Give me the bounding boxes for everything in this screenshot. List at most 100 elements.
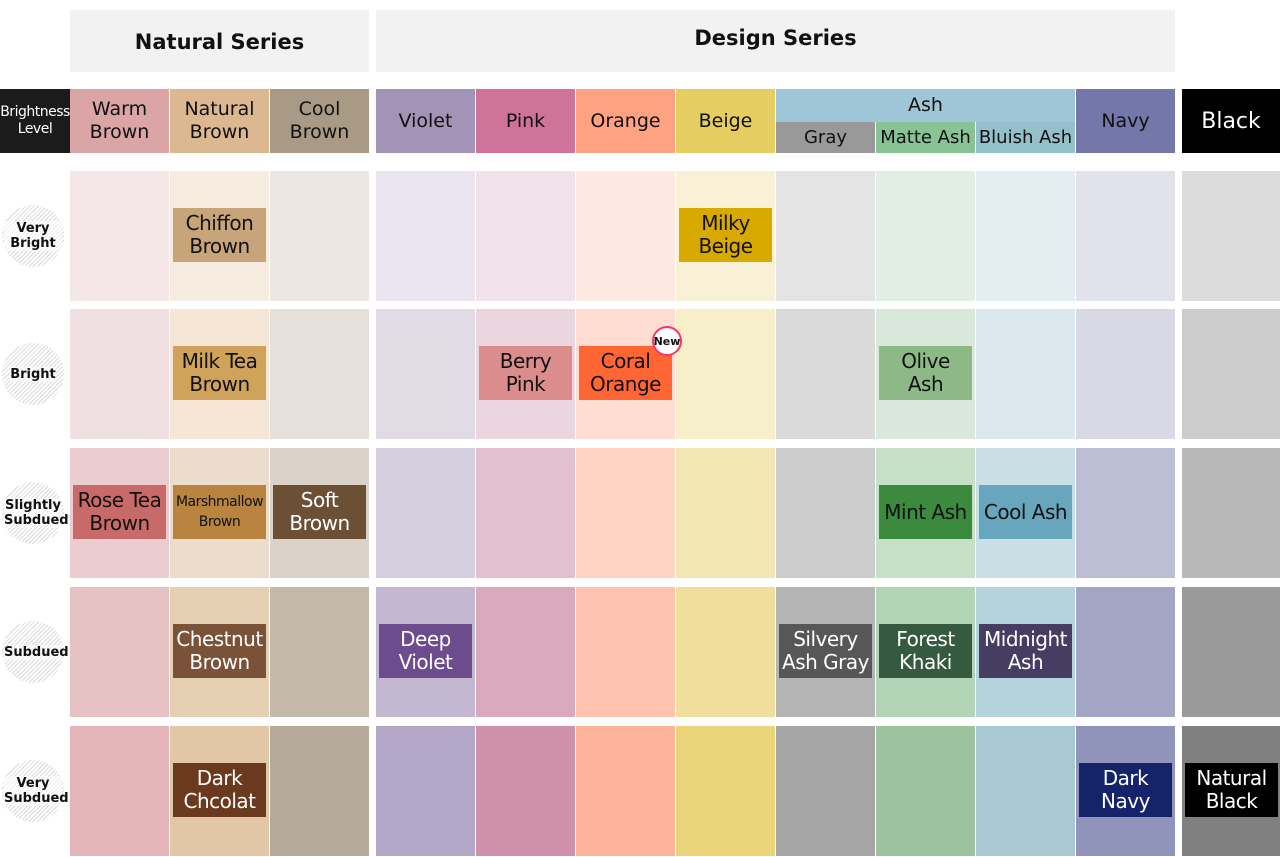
color-cell [776,171,875,301]
column-label-gray: Gray [803,126,848,148]
new-badge: New [652,326,682,356]
color-cell [676,587,775,717]
color-name: Cool Ash [983,499,1068,524]
color-cell [476,726,575,856]
design-series-header: Design Series [376,10,1175,72]
color-cell [1182,448,1280,578]
column-label-black: Black [1201,108,1261,134]
color-cell [676,309,775,439]
column-label-matte-ash: Matte Ash [880,126,971,148]
color-cell [476,587,575,717]
color-cell [1182,171,1280,301]
column-header-bluish-ash: Bluish Ash [976,122,1075,153]
column-label-orange: Orange [590,109,661,132]
color-cell [376,448,475,578]
color-name: Chiffon Brown [185,211,254,258]
color-cell [1076,309,1175,439]
ash-group-header: Ash [776,89,1075,122]
color-swatch-chip: Silvery Ash Gray [779,624,872,678]
column-header-orange: Orange [576,89,675,153]
color-cell [876,726,975,856]
color-name: Silvery Ash Gray [782,627,869,674]
column-label-pink: Pink [505,109,546,132]
column-label-natural-brown: Natural Brown [184,98,255,143]
color-cell [576,587,675,717]
color-swatch-chip: Cool Ash [979,485,1072,539]
level-label: Bright [10,366,56,382]
natural-series-header: Natural Series [70,10,369,72]
color-name: Natural Black [1196,766,1267,813]
color-name: Mint Ash [884,499,967,524]
color-cell [376,171,475,301]
color-swatch-chip: Natural Black [1185,763,1278,817]
color-cell [270,309,369,439]
level-label: Very Bright [4,221,62,251]
color-swatch-chip: Dark Chcolat [173,763,266,817]
color-swatch-chip: Rose Tea Brown [73,485,166,539]
column-label-navy: Navy [1101,109,1150,132]
column-header-warm-brown: Warm Brown [70,89,169,153]
color-swatch-chip: Milk Tea Brown [173,346,266,400]
level-label: Slightly Subdued [4,498,69,528]
color-name: Chestnut Brown [176,627,263,674]
color-cell [476,171,575,301]
brightness-level-header: Brightness Level [0,89,70,153]
color-swatch-chip: Mint Ash [879,485,972,539]
color-cell [376,726,475,856]
column-header-natural-brown: Natural Brown [170,89,269,153]
column-header-gray: Gray [776,122,875,153]
color-name: Rose Tea Brown [77,488,162,535]
column-header-cool-brown: Cool Brown [270,89,369,153]
color-cell [576,726,675,856]
color-swatch-chip: Chiffon Brown [173,208,266,262]
color-swatch-chip: Dark Navy [1079,763,1172,817]
color-cell [576,171,675,301]
column-label-warm-brown: Warm Brown [89,98,150,143]
color-name: Soft Brown [289,488,350,535]
color-swatch-chip: Marshmallow Brown [173,485,266,539]
color-name: Forest Khaki [896,627,955,674]
color-name: Dark Chcolat [183,766,256,813]
level-badge: Very Bright [2,205,64,267]
color-cell [1182,587,1280,717]
column-label-violet: Violet [398,109,453,132]
level-label: Very Subdued [4,776,69,806]
color-cell [776,309,875,439]
color-name: Milky Beige [698,211,753,258]
color-name: Berry Pink [499,349,552,396]
column-label-bluish-ash: Bluish Ash [978,126,1073,148]
color-swatch-chip: Milky Beige [679,208,772,262]
color-name: Milk Tea Brown [181,349,258,396]
color-cell [376,309,475,439]
color-name: Deep Violet [398,627,453,674]
column-header-beige: Beige [676,89,775,153]
new-badge-label: New [653,334,681,348]
color-cell [1076,448,1175,578]
color-cell [976,309,1075,439]
column-header-black: Black [1182,89,1280,153]
color-cell [1076,171,1175,301]
color-cell [776,448,875,578]
color-cell [876,171,975,301]
column-label-beige: Beige [698,109,753,132]
color-swatch-chip: Chestnut Brown [173,624,266,678]
color-cell [676,726,775,856]
design-series-title: Design Series [694,26,857,50]
color-cell [476,448,575,578]
color-name: Midnight Ash [984,627,1067,674]
color-cell [270,587,369,717]
color-swatch-chip: Olive Ash [879,346,972,400]
color-swatch-chip: Forest Khaki [879,624,972,678]
color-cell [70,309,169,439]
color-cell [676,448,775,578]
natural-series-title: Natural Series [134,30,305,54]
color-cell [270,171,369,301]
brightness-level-label: Brightness Level [0,104,70,137]
color-cell [70,726,169,856]
color-cell [270,726,369,856]
level-badge: Bright [2,343,64,405]
color-name: Marshmallow Brown [175,494,264,530]
color-cell [976,171,1075,301]
color-cell [776,726,875,856]
column-header-violet: Violet [376,89,475,153]
